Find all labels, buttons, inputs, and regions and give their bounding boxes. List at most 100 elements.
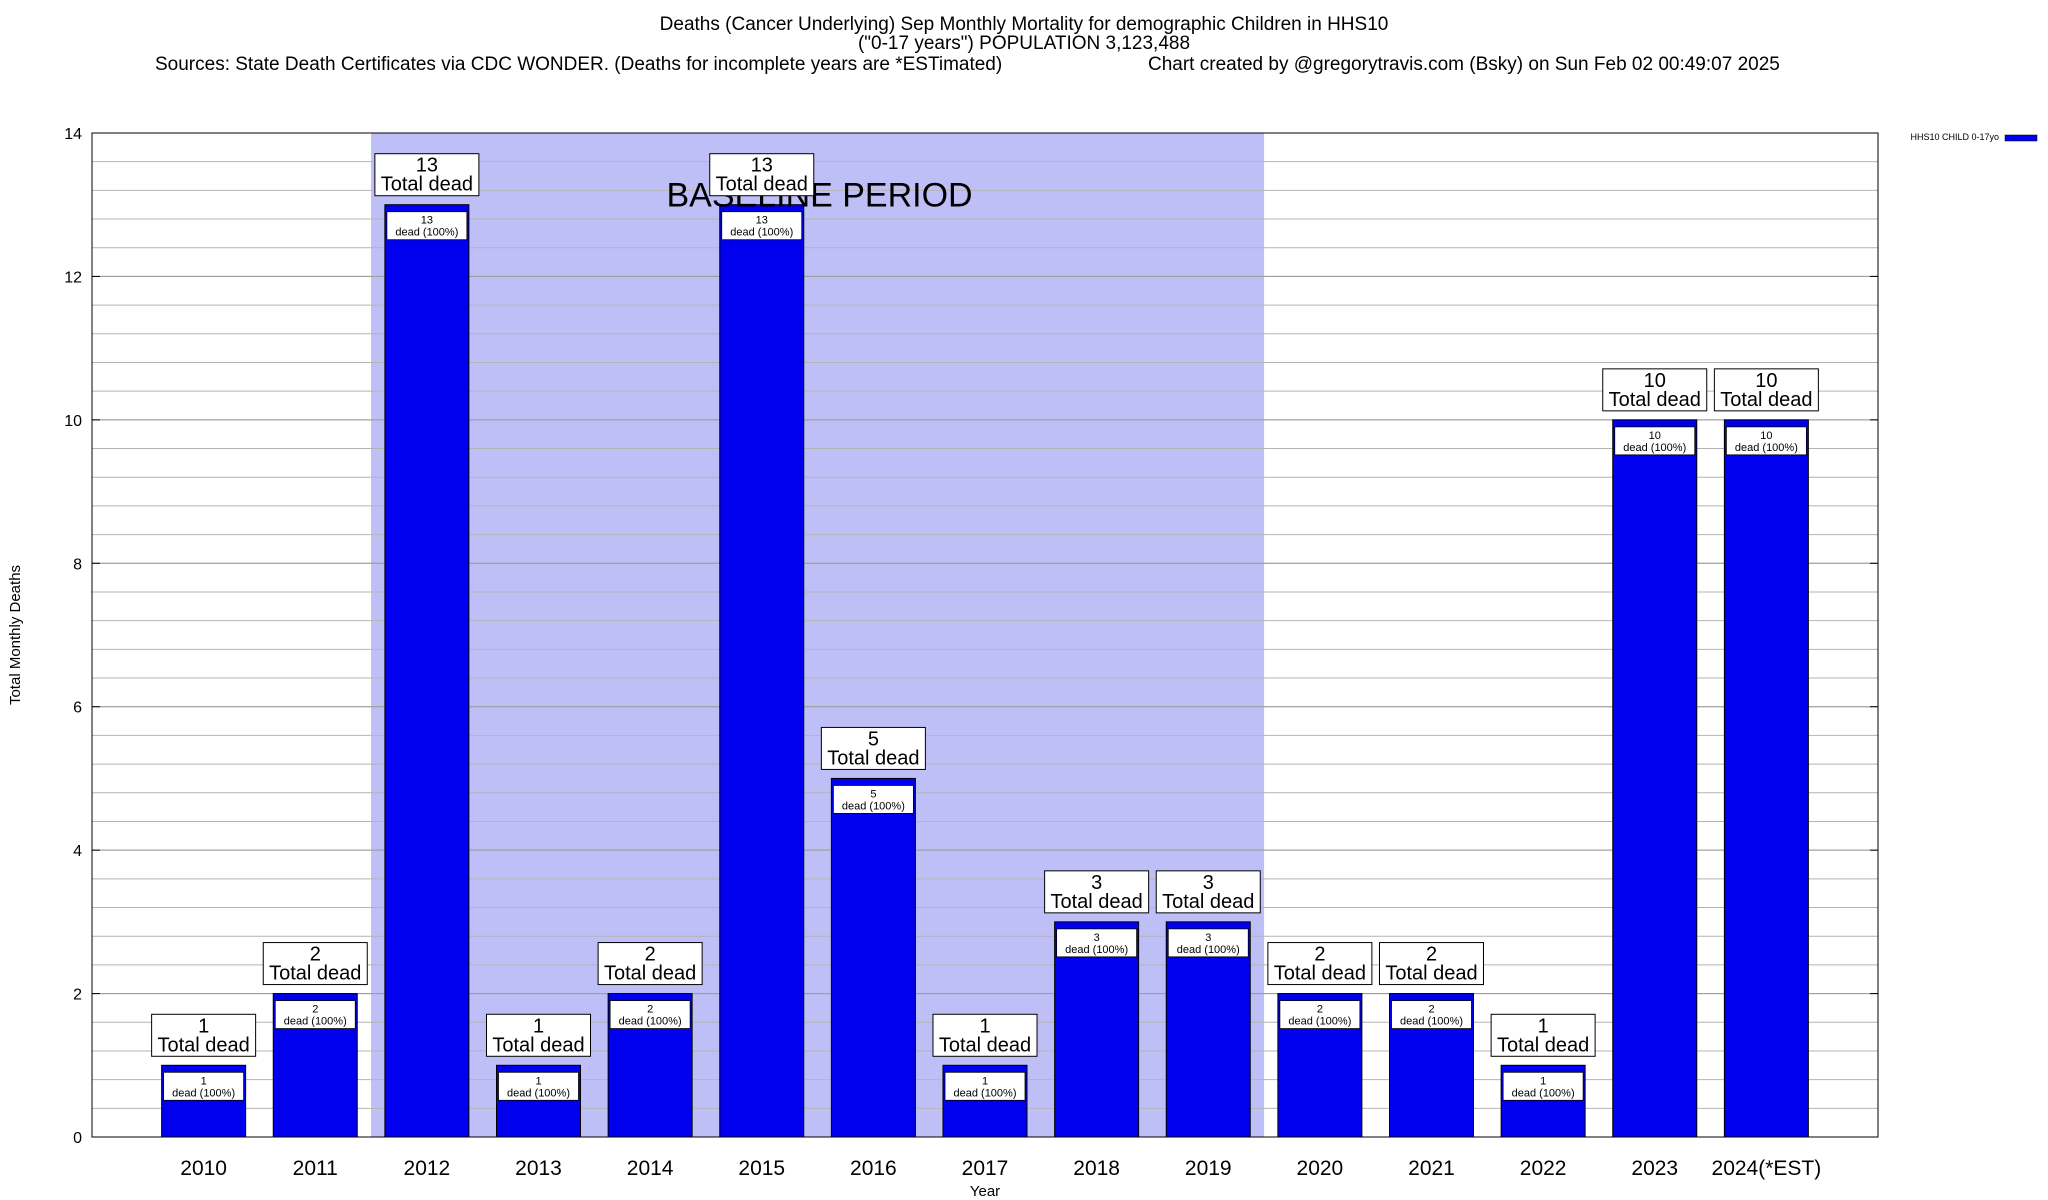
bar-2019: [1165, 921, 1251, 1138]
bar-total-label-box: [1379, 942, 1484, 986]
bar-inner-value: 10: [1649, 430, 1661, 442]
bar-total-value: 10: [1644, 370, 1666, 392]
x-tick-label: 2015: [738, 1157, 785, 1180]
bar-total-label: Total dead: [939, 1034, 1031, 1056]
bar-inner-value: 1: [1540, 1075, 1546, 1087]
bar-inner-value: 13: [756, 215, 768, 227]
bar-inner-label: dead (100%): [730, 227, 793, 239]
bar-total-label: Total dead: [1609, 389, 1701, 411]
chart-title-line2: ("0-17 years") POPULATION 3,123,488: [857, 33, 1191, 54]
bar-total-value: 10: [1755, 370, 1777, 392]
bar-inner-value: 5: [870, 788, 876, 800]
bar-inner-label-box: [274, 1000, 356, 1029]
bar-total-label-box: [1155, 870, 1261, 914]
bar-total-label-box: [709, 153, 815, 197]
x-tick-label: 2017: [962, 1157, 1009, 1180]
bar-total-label: Total dead: [1162, 891, 1254, 913]
x-tick-label: 2018: [1073, 1157, 1120, 1180]
bar-inner-label: dead (100%): [619, 1016, 682, 1028]
bar-total-label: Total dead: [604, 963, 696, 985]
y-tick-label: 8: [73, 556, 82, 573]
bar-total-value: 13: [416, 155, 438, 177]
y-tick-label: 0: [73, 1130, 82, 1147]
bar-total-value: 1: [979, 1015, 990, 1037]
y-axis-title: Total Monthly Deaths: [7, 565, 24, 705]
bar-inner-value: 1: [982, 1075, 988, 1087]
bar-total-value: 3: [1091, 872, 1102, 894]
bar-total-label: Total dead: [269, 963, 361, 985]
x-tick-label: 2014: [627, 1157, 674, 1180]
bar-inner-label-box: [609, 1000, 691, 1029]
chart-title-line1: Deaths (Cancer Underlying) Sep Monthly M…: [659, 14, 1389, 35]
x-tick-label: 2019: [1185, 1157, 1232, 1180]
x-tick-label: 2023: [1631, 1157, 1678, 1180]
bar-total-label-box: [374, 153, 480, 197]
bar-inner-value: 3: [1205, 932, 1211, 944]
bar-total-label-box: [1713, 368, 1819, 412]
bar-inner-label: dead (100%): [842, 800, 905, 812]
bar-inner-label: dead (100%): [1512, 1087, 1575, 1099]
y-tick-label: 6: [73, 700, 82, 717]
bar-total-label-box: [486, 1013, 591, 1057]
bar-total-value: 2: [1426, 944, 1437, 966]
bar-inner-label-box: [163, 1071, 245, 1101]
x-tick-label: 2020: [1297, 1157, 1344, 1180]
bar-inner-label-box: [1614, 426, 1696, 456]
bar-2012: [384, 204, 470, 1138]
bar-inner-label: dead (100%): [507, 1087, 570, 1099]
bar-2015: [719, 204, 805, 1138]
bar-inner-label-box: [944, 1071, 1026, 1101]
bar-2023: [1612, 419, 1698, 1138]
bar-2024(*EST): [1723, 419, 1809, 1138]
bar-inner-value: 2: [1317, 1004, 1323, 1016]
bar-inner-value: 13: [421, 215, 433, 227]
bar-total-label-box: [820, 726, 926, 770]
bar-inner-value: 1: [201, 1075, 207, 1087]
bar-inner-label-box: [386, 211, 468, 241]
bar-inner-value: 2: [312, 1004, 318, 1016]
bar-inner-value: 3: [1094, 932, 1100, 944]
x-tick-label: 2010: [180, 1157, 227, 1180]
x-tick-label: 2011: [293, 1157, 338, 1180]
bar-total-value: 13: [751, 155, 773, 177]
x-tick-label: 2021: [1408, 1157, 1455, 1180]
chart-sources: Sources: State Death Certificates via CD…: [155, 54, 1003, 75]
bar-total-label: Total dead: [1720, 389, 1812, 411]
bar-total-label: Total dead: [827, 747, 919, 769]
bar-inner-label-box: [1502, 1071, 1584, 1101]
bar-total-label-box: [1490, 1013, 1596, 1057]
bar-inner-label: dead (100%): [1065, 944, 1128, 956]
bar-inner-label-box: [498, 1071, 579, 1101]
bar-total-label-box: [597, 942, 703, 986]
bar-total-value: 1: [1538, 1015, 1549, 1037]
bar-inner-label-box: [1056, 928, 1138, 958]
bar-2016: [830, 777, 916, 1138]
bar-total-label-box: [151, 1013, 257, 1057]
bar-total-label: Total dead: [1497, 1034, 1589, 1056]
bar-inner-label: dead (100%): [284, 1016, 347, 1028]
bar-total-label: Total dead: [1385, 963, 1477, 985]
y-tick-label: 4: [73, 843, 82, 860]
bar-inner-value: 2: [647, 1004, 653, 1016]
bar-inner-label: dead (100%): [1177, 944, 1240, 956]
bar-inner-label-box: [1167, 928, 1249, 958]
y-tick-label: 14: [64, 126, 82, 143]
plot-frame: [91, 132, 1879, 1138]
legend-swatch: [2004, 134, 2038, 142]
chart-credit: Chart created by @gregorytravis.com (Bsk…: [1148, 54, 1780, 75]
bar-inner-value: 2: [1428, 1004, 1434, 1016]
bar-total-label: Total dead: [1274, 963, 1366, 985]
bar-total-label: Total dead: [381, 174, 473, 196]
bar-total-value: 3: [1203, 872, 1214, 894]
bar-inner-label: dead (100%): [172, 1087, 235, 1099]
bar-inner-label-box: [1725, 426, 1807, 456]
bar-inner-value: 10: [1760, 430, 1772, 442]
bar-inner-label: dead (100%): [395, 227, 458, 239]
x-tick-label: 2012: [404, 1157, 451, 1180]
bar-inner-label: dead (100%): [1623, 442, 1686, 454]
bar-total-value: 2: [1314, 944, 1325, 966]
bar-inner-label: dead (100%): [1735, 442, 1798, 454]
y-tick-label: 2: [73, 987, 82, 1004]
x-tick-label: 2024(*EST): [1712, 1157, 1822, 1180]
